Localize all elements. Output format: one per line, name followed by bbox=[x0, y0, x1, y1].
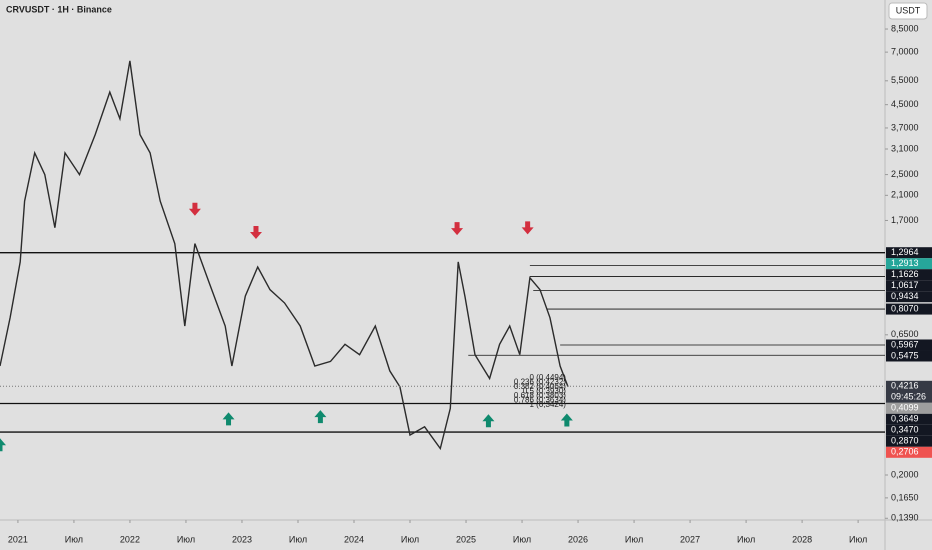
fib-label: 0 (0,4494) bbox=[529, 373, 566, 382]
price-label: 0,2870 bbox=[891, 436, 919, 446]
arrow-up bbox=[482, 414, 495, 428]
y-tick-label: 0,1650 bbox=[891, 492, 919, 502]
x-tick-label: 2022 bbox=[120, 534, 140, 544]
price-label-box bbox=[886, 380, 932, 403]
price-label: 1,0617 bbox=[891, 280, 919, 290]
y-tick-label: 1,7000 bbox=[891, 215, 919, 225]
arrow-up bbox=[314, 410, 327, 424]
price-label-box bbox=[886, 413, 932, 425]
price-label-box bbox=[886, 303, 932, 315]
price-label: 0,3470 bbox=[891, 425, 919, 435]
y-tick-label: 5,5000 bbox=[891, 75, 919, 85]
x-tick-label: 2021 bbox=[8, 534, 28, 544]
x-tick-label: Июл bbox=[401, 534, 419, 544]
plot: 0 (0,4494)0.236 (0,4232)0.382 (0,4064)0.… bbox=[0, 60, 885, 452]
price-label-box bbox=[886, 339, 932, 351]
arrow-down bbox=[451, 222, 464, 236]
y-tick-label: 0,2000 bbox=[891, 469, 919, 479]
price-label: 0,4099 bbox=[891, 403, 919, 413]
price-label: 0,5475 bbox=[891, 350, 919, 360]
arrow-up bbox=[560, 413, 573, 427]
price-label: 1,1626 bbox=[891, 269, 919, 279]
y-tick-label: 0,1390 bbox=[891, 513, 919, 523]
y-tick-label: 8,5000 bbox=[891, 23, 919, 33]
price-label: 0,4216 bbox=[891, 381, 919, 391]
price-label: 0,5967 bbox=[891, 339, 919, 349]
price-label-box bbox=[886, 424, 932, 436]
x-tick-label: 2027 bbox=[680, 534, 700, 544]
y-tick-label: 2,5000 bbox=[891, 169, 919, 179]
fib-label: 0.236 (0,4232) bbox=[514, 378, 566, 387]
x-tick-label: Июл bbox=[625, 534, 643, 544]
price-label-box bbox=[886, 269, 932, 281]
y-tick-label: 4,5000 bbox=[891, 99, 919, 109]
y-tick-label: 3,1000 bbox=[891, 143, 919, 153]
x-tick-label: 2025 bbox=[456, 534, 476, 544]
price-label-box bbox=[886, 258, 932, 270]
price-label: 0,9434 bbox=[891, 291, 919, 301]
x-tick-label: Июл bbox=[65, 534, 83, 544]
countdown: 09:45:26 bbox=[891, 392, 926, 402]
price-label-box bbox=[886, 435, 932, 447]
x-tick-label: 2026 bbox=[568, 534, 588, 544]
x-tick-label: 2023 bbox=[232, 534, 252, 544]
price-label-box bbox=[886, 247, 932, 259]
fib-label: 1 (0,3424) bbox=[529, 400, 566, 409]
y-tick-label: 0,6500 bbox=[891, 329, 919, 339]
x-tick-label: Июл bbox=[513, 534, 531, 544]
price-label: 1,2913 bbox=[891, 258, 919, 268]
arrow-down bbox=[521, 221, 534, 235]
x-tick-label: Июл bbox=[849, 534, 867, 544]
arrow-down bbox=[188, 202, 201, 216]
x-tick-label: 2024 bbox=[344, 534, 364, 544]
price-label: 0,2706 bbox=[891, 447, 919, 457]
chart-title: CRVUSDT · 1H · Binance bbox=[6, 4, 112, 14]
x-tick-label: Июл bbox=[289, 534, 307, 544]
y-tick-label: 3,7000 bbox=[891, 122, 919, 132]
price-label-box bbox=[886, 280, 932, 292]
arrow-down bbox=[249, 225, 262, 239]
y-tick-label: 2,1000 bbox=[891, 190, 919, 200]
fib-label: 0.618 (0,3803) bbox=[514, 391, 566, 400]
price-label: 1,2964 bbox=[891, 247, 919, 257]
price-label: 0,8070 bbox=[891, 303, 919, 313]
arrow-up bbox=[0, 438, 6, 452]
x-tick-label: 2028 bbox=[792, 534, 812, 544]
price-line bbox=[0, 60, 569, 451]
price-label-box bbox=[886, 402, 932, 414]
currency[interactable]: USDT bbox=[896, 5, 921, 15]
price-label-box bbox=[886, 350, 932, 362]
x-tick-label: Июл bbox=[737, 534, 755, 544]
price-label-box bbox=[886, 446, 932, 458]
currency-button[interactable] bbox=[888, 2, 928, 20]
fib-label: 0.5 (0,3930) bbox=[523, 387, 566, 396]
price-label: 0,3649 bbox=[891, 414, 919, 424]
fib-label: 0.786 (0,3634) bbox=[514, 396, 566, 405]
price-label-box bbox=[886, 291, 932, 303]
x-tick-label: Июл bbox=[177, 534, 195, 544]
arrow-up bbox=[222, 412, 235, 426]
y-tick-label: 7,0000 bbox=[891, 47, 919, 57]
